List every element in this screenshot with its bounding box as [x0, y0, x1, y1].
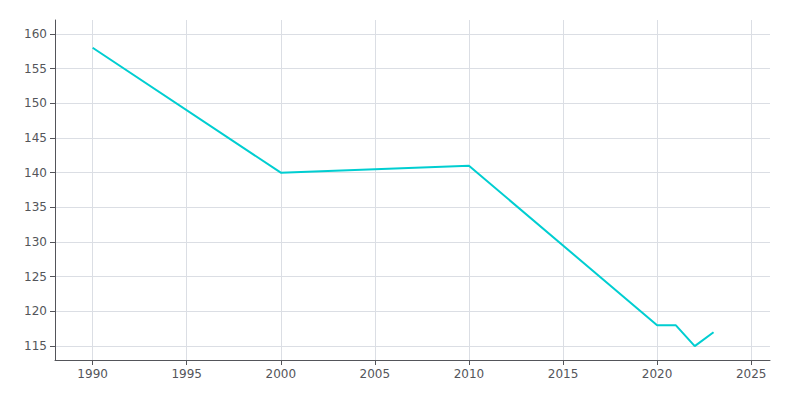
svg-text:2020: 2020 [642, 367, 673, 381]
svg-text:2010: 2010 [454, 367, 485, 381]
svg-text:160: 160 [24, 27, 47, 41]
svg-text:2015: 2015 [548, 367, 579, 381]
svg-text:2025: 2025 [736, 367, 767, 381]
svg-text:1995: 1995 [171, 367, 202, 381]
svg-text:150: 150 [24, 96, 47, 110]
svg-text:135: 135 [24, 200, 47, 214]
svg-text:2000: 2000 [266, 367, 297, 381]
svg-text:125: 125 [24, 270, 47, 284]
svg-text:140: 140 [24, 166, 47, 180]
svg-text:120: 120 [24, 304, 47, 318]
svg-text:130: 130 [24, 235, 47, 249]
svg-text:115: 115 [24, 339, 47, 353]
svg-text:145: 145 [24, 131, 47, 145]
svg-text:155: 155 [24, 62, 47, 76]
svg-text:1990: 1990 [77, 367, 108, 381]
svg-text:2005: 2005 [360, 367, 391, 381]
